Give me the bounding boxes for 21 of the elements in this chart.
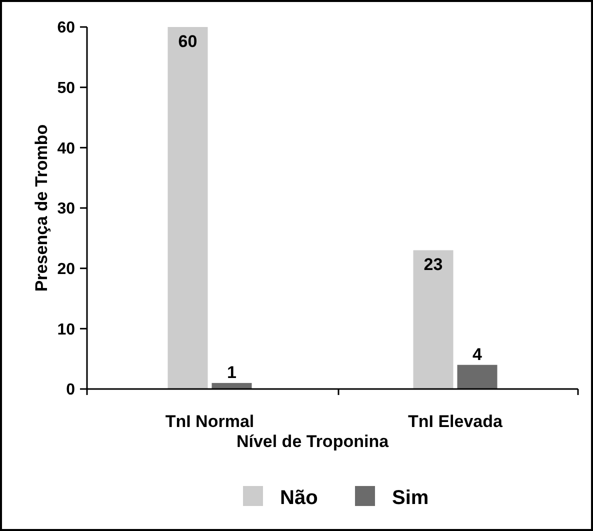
y-tick-label: 40: [57, 140, 76, 158]
x-tick-label: TnI Normal: [165, 412, 254, 431]
y-tick-label: 20: [57, 260, 76, 278]
bar: [212, 382, 252, 389]
data-label: 60: [178, 32, 198, 51]
y-tick-label: 0: [66, 382, 76, 399]
bar: [168, 27, 208, 389]
legend-label: Não: [280, 487, 318, 509]
y-tick-label: 60: [57, 20, 76, 37]
data-label: 1: [227, 362, 236, 382]
y-tick-label: 30: [57, 200, 76, 218]
legend-label: Sim: [392, 487, 429, 509]
x-axis-title: Nível de Troponina: [236, 432, 390, 451]
x-tick-label: TnI Elevada: [408, 412, 504, 431]
data-label: 23: [424, 255, 443, 274]
data-label: 4: [472, 344, 483, 364]
bar: [457, 364, 498, 389]
y-tick-label: 10: [57, 321, 76, 338]
bar: [413, 250, 454, 389]
y-axis-title: Presença de Trombo: [32, 124, 51, 292]
y-tick-label: 50: [57, 80, 76, 97]
